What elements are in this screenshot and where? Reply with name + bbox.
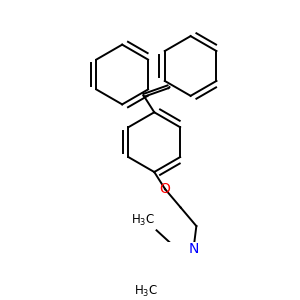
Text: H$_3$C: H$_3$C xyxy=(131,213,155,228)
Text: N: N xyxy=(188,242,199,256)
Text: O: O xyxy=(160,182,170,196)
Text: H$_3$C: H$_3$C xyxy=(134,284,158,298)
